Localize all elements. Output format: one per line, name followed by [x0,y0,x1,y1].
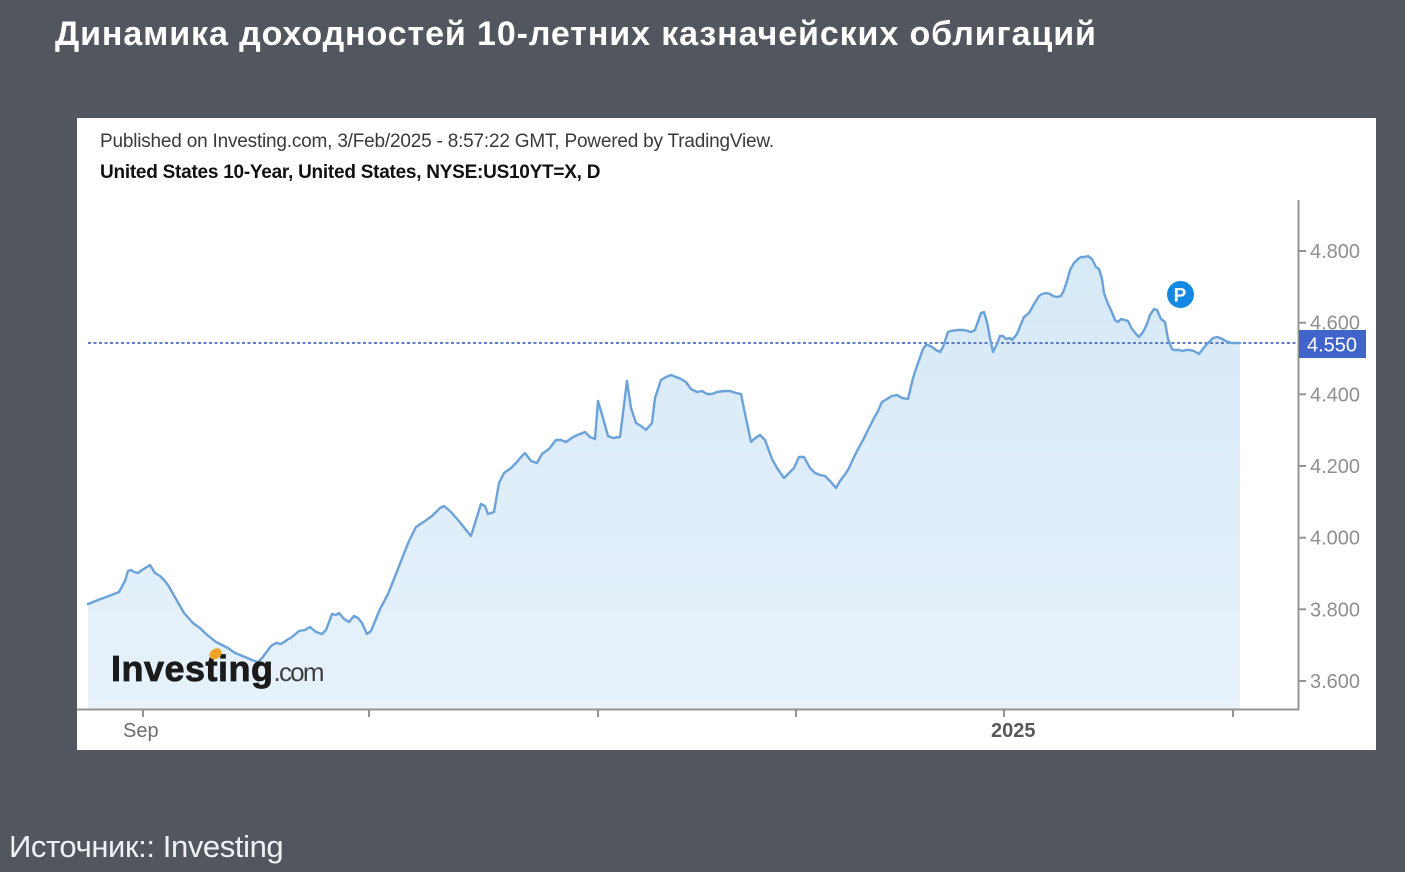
svg-text:4.550: 4.550 [1307,335,1357,357]
svg-text:4.400: 4.400 [1310,384,1360,406]
svg-text:P: P [1174,286,1187,307]
svg-text:3.800: 3.800 [1310,599,1360,621]
svg-text:4.000: 4.000 [1310,528,1360,550]
svg-text:4.200: 4.200 [1310,456,1360,478]
svg-text:4.600: 4.600 [1310,313,1360,335]
svg-text:3.600: 3.600 [1310,671,1360,693]
svg-text:2025: 2025 [991,720,1036,742]
svg-text:4.800: 4.800 [1310,241,1360,263]
svg-text:Sep: Sep [123,720,159,742]
